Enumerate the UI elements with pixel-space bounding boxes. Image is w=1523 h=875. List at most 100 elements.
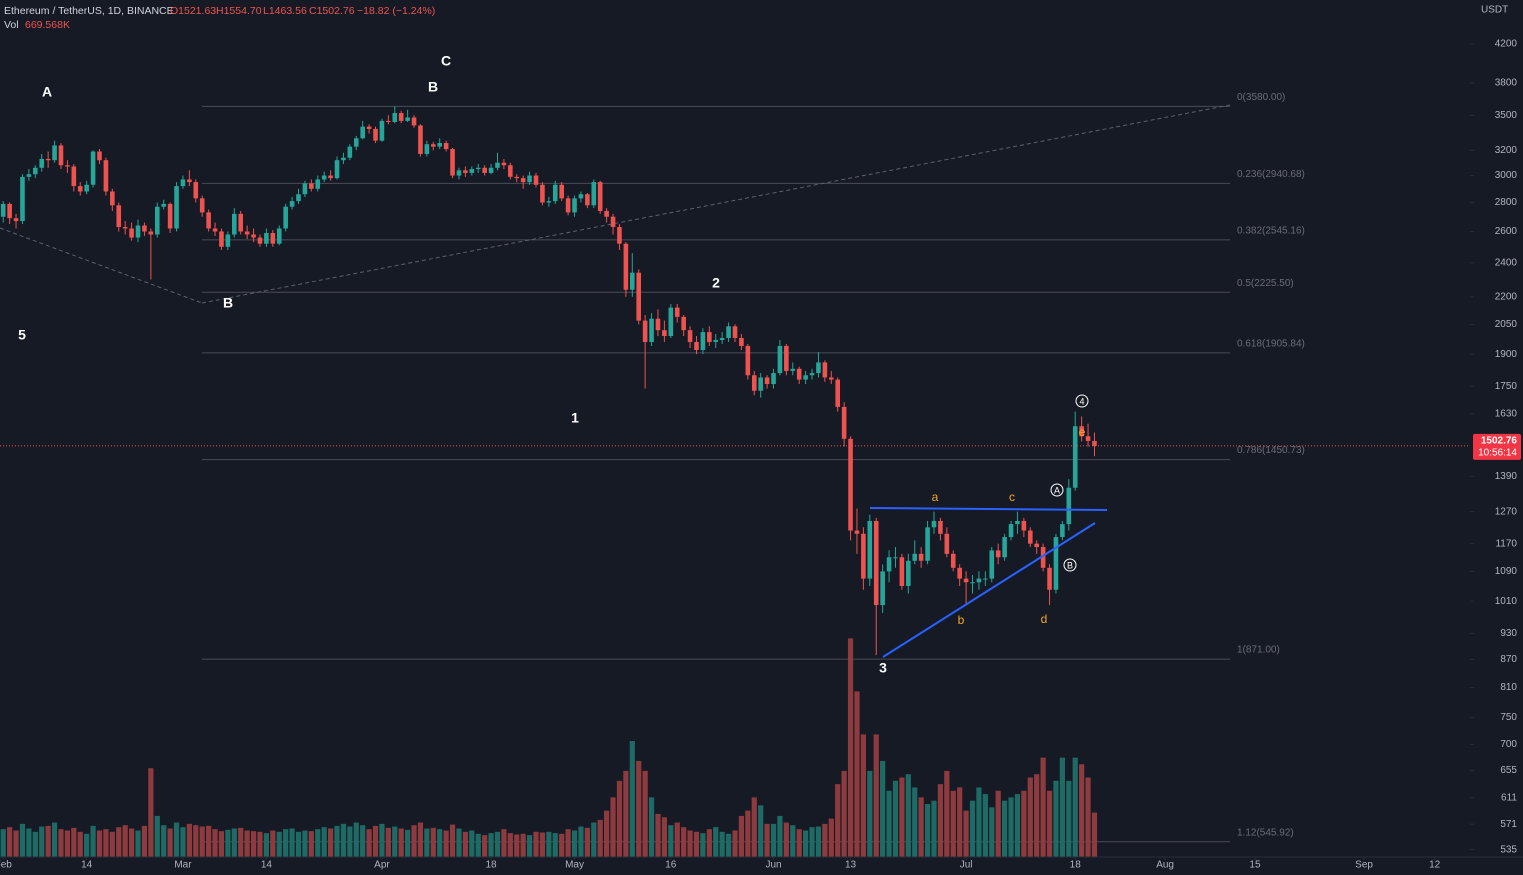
fib-label: 0.236(2940.68) [1237,169,1305,180]
volume-bar [854,691,860,857]
candle-body [219,231,224,247]
volume-bar [770,823,777,857]
candle-group [0,106,1470,656]
volume-bar [860,734,866,857]
candle-body [418,125,423,154]
volume-bar [501,829,507,857]
volume-bar [957,787,963,857]
volume-bar [706,829,712,857]
candle-body [559,184,564,199]
candle-body [45,158,51,161]
annotation-circle [1050,483,1064,497]
x-tick-label: 15 [1249,860,1261,871]
countdown: 10:56:14 [1478,447,1517,458]
candle-body [1092,440,1097,446]
volume-bar [969,800,976,857]
candle-body [636,272,642,321]
volume-bar [809,827,815,857]
candle-body [495,162,500,168]
candle-body [578,194,584,199]
volume-bar [128,828,135,857]
candle-body [199,198,205,213]
volume-bar [1079,764,1085,857]
fib-label: 0.382(2545.16) [1237,225,1305,236]
volume-bar [578,826,584,857]
volume-bar [597,819,603,857]
candle-body [1066,487,1072,525]
volume-bar [340,823,347,857]
y-tick-label: 750 [1500,712,1517,723]
x-tick-label: 18 [486,860,498,871]
volume-bar [212,829,218,857]
volume-bar [822,823,828,857]
candle-body [893,557,898,559]
candle-body [963,578,969,583]
candle-body [597,182,603,211]
y-tick-label: 2600 [1495,226,1518,237]
volume-bar [880,760,886,857]
volume-bar [1014,794,1021,857]
x-tick-label: Apr [374,860,390,871]
y-tick-label: 571 [1500,819,1517,830]
candle-body [309,183,314,189]
volume-bar [989,807,995,857]
triangle-lower-line [882,522,1096,658]
volume-bar [141,825,148,857]
volume-bar [796,829,802,857]
volume-bar [51,822,58,857]
volume-bar [327,828,334,857]
volume-bar [616,780,623,857]
volume-bar [366,829,372,857]
volume-bar [828,818,834,857]
volume-bar [218,831,225,857]
volume-bar [976,787,982,857]
y-tick-label: 930 [1500,628,1517,639]
y-tick-label: 700 [1500,739,1517,750]
annotation: 2 [712,275,720,291]
volume-bar [899,777,905,857]
volume-bar [257,831,263,857]
annotation: B [428,79,438,95]
x-tick-label: Sep [1355,860,1373,871]
candle-body [777,345,783,374]
candle-body [989,550,995,579]
y-tick-label: 611 [1501,792,1517,803]
volume-bar [1053,780,1059,857]
symbol: Ethereum / TetherUS, 1D, BINANCE [4,5,174,17]
candle-body [1008,524,1014,538]
candle-body [764,377,770,385]
volume-bar [1091,812,1098,857]
volume-bar [449,824,456,857]
candle-body [700,332,706,351]
candle-body [674,307,680,317]
candle-body [514,176,520,179]
candle-body [39,158,45,168]
volume-bar [835,784,841,857]
candle-body [790,368,796,371]
volume-bar [148,768,154,857]
candle-body [97,151,102,161]
volume-bar [225,829,231,857]
candle-body [225,234,231,247]
volume-bar [1008,797,1014,857]
x-tick-label: 18 [1070,860,1082,871]
volume-bar [610,797,616,857]
axis-group: 4200 3800 3500 3200 3000 2800 2600 2400 2200 2050… [0,39,1521,871]
candle-body [655,318,661,331]
candle-body [1027,530,1033,544]
candle-body [180,179,186,187]
candle-body [828,377,834,380]
volume-bar [372,825,379,857]
candle-body [572,198,577,213]
candle-body [912,553,918,561]
candle-body [796,368,802,380]
volume-bar [758,805,764,857]
volume-bar [803,830,809,857]
volume-bar [924,804,931,857]
candle-body [867,520,873,579]
annotation: B [1067,560,1073,570]
candle-body [732,326,738,338]
candle-body [443,143,449,150]
y-tick-label: 3200 [1495,145,1518,156]
